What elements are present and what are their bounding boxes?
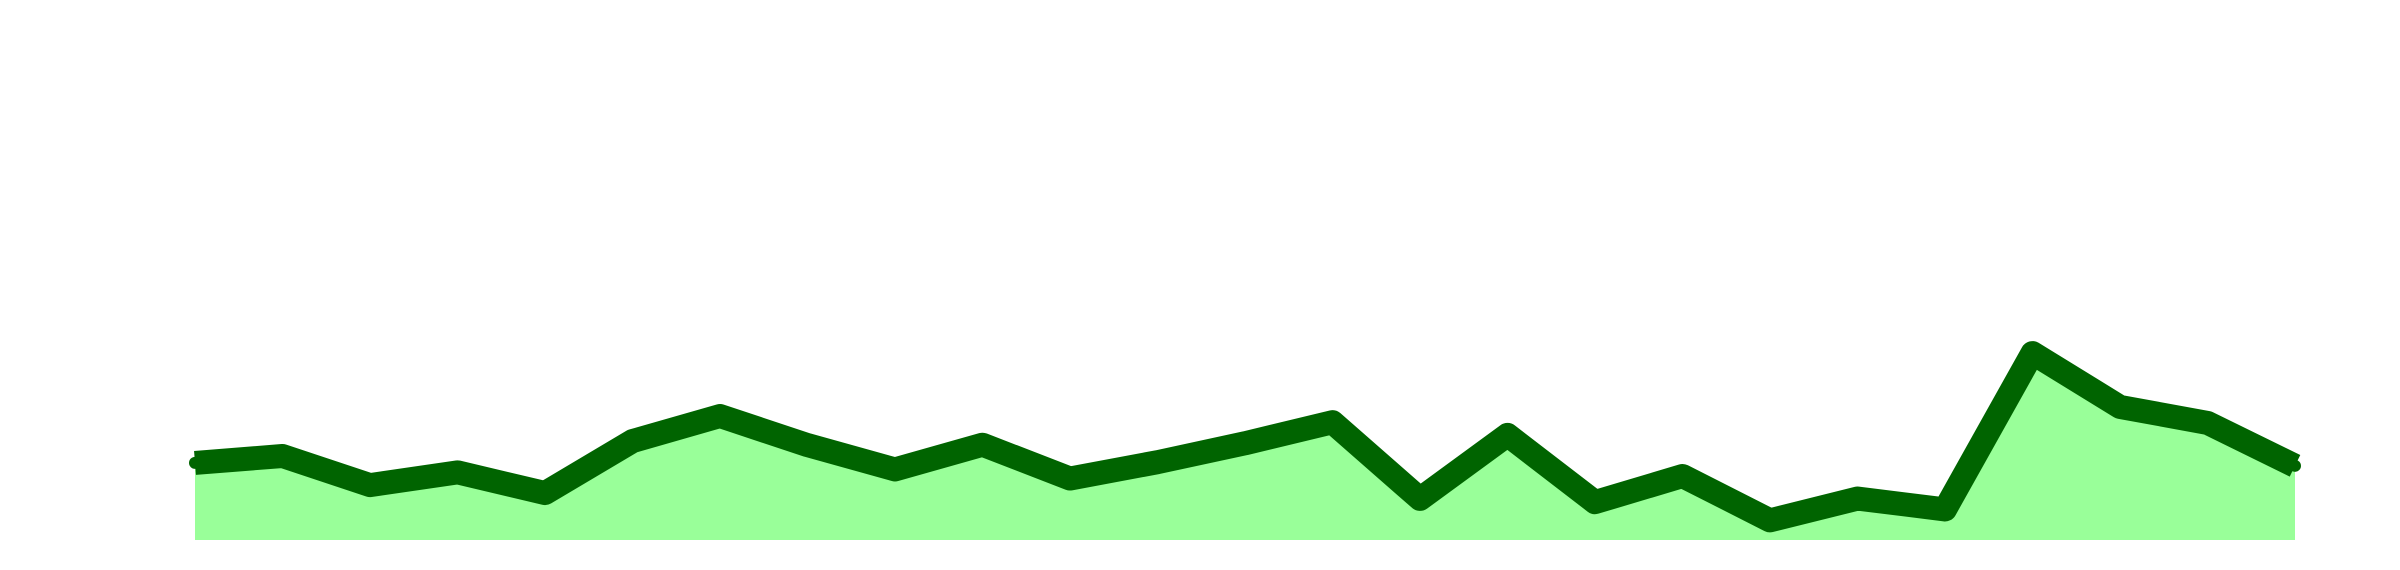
data-point [1064, 472, 1076, 485]
data-point [539, 487, 551, 500]
data-point [2114, 400, 2126, 413]
data-point [1326, 416, 1339, 429]
data-point [2289, 459, 2301, 472]
data-point [801, 439, 814, 452]
data-point [189, 456, 201, 469]
data-point [2201, 416, 2214, 429]
data-point [1239, 437, 1251, 450]
data-point [1151, 456, 1164, 469]
data-point [364, 479, 376, 492]
data-point [1676, 470, 1689, 482]
data-point [626, 435, 639, 448]
data-point [451, 466, 464, 479]
data-point [276, 450, 289, 462]
data-point [714, 410, 726, 422]
data-point [1414, 492, 1426, 505]
data-point [2026, 347, 2039, 360]
data-point [1939, 503, 1951, 516]
data-point [1851, 492, 1864, 505]
data-point [976, 438, 989, 451]
data-point [889, 463, 901, 476]
data-point [1764, 514, 1776, 527]
data-point [1501, 428, 1514, 441]
data-points-layer [189, 347, 2301, 527]
data-point [1589, 496, 1601, 509]
